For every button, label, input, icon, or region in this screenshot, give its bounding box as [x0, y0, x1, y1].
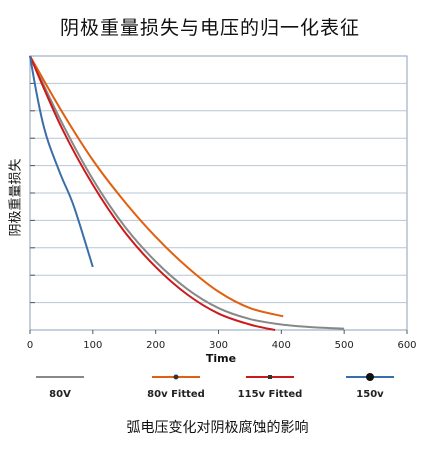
legend-label: 150v: [356, 389, 384, 400]
x-tick-label: 500: [335, 340, 354, 351]
x-tick-label: 400: [272, 340, 291, 351]
series-line-80v-fitted: [29, 55, 284, 318]
legend-label: 115v Fitted: [238, 389, 303, 400]
legend-marker: [366, 373, 374, 381]
legend-label: 80V: [49, 389, 71, 400]
x-axis-label: Time: [205, 352, 237, 365]
series-line-115v-fitted: [29, 55, 276, 331]
series-line-80v: [29, 55, 345, 330]
series-line-150v: [29, 55, 94, 268]
x-tick-label: 100: [83, 340, 102, 351]
x-tick-label: 200: [146, 340, 165, 351]
x-tick-label: 300: [209, 340, 228, 351]
x-tick-label: 0: [27, 340, 33, 351]
legend-marker: [173, 374, 179, 380]
chart-title: 阴极重量损失与电压的归一化表征: [59, 17, 360, 39]
x-tick-label: 600: [397, 340, 416, 351]
figure-caption: 弧电压变化对阴极腐蚀的影响: [126, 420, 309, 436]
legend-label: 80v Fitted: [147, 389, 205, 400]
legend-marker: [268, 375, 272, 379]
